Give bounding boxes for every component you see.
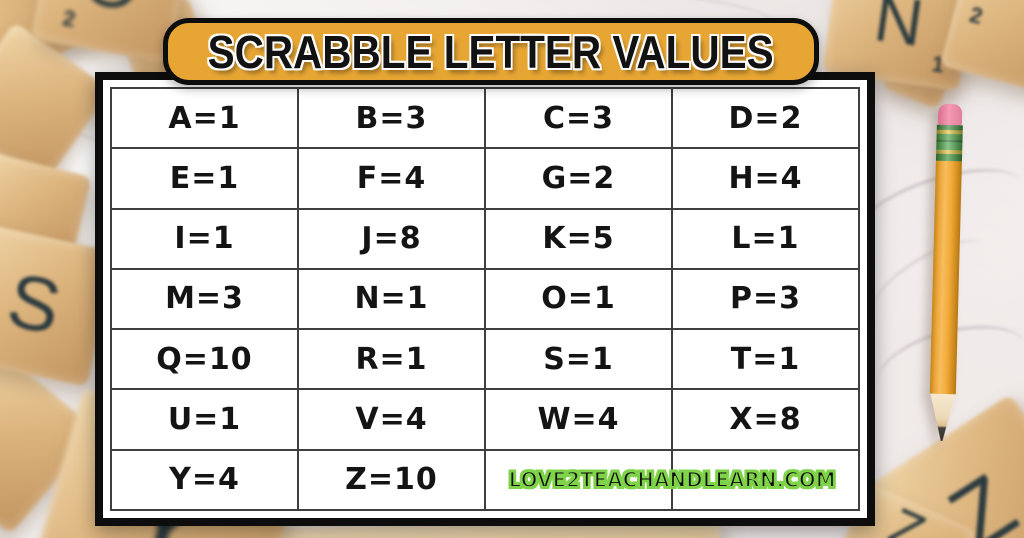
tile-points: 2 (60, 5, 78, 33)
cell-e: E=1 (112, 149, 297, 208)
pencil-tip (929, 394, 956, 443)
cell-a: A=1 (112, 89, 297, 148)
tile-letter: N (870, 0, 928, 60)
cell-y: Y=4 (112, 450, 297, 509)
cell-f: F=4 (299, 149, 484, 208)
cell-d: D=2 (673, 89, 858, 148)
cell-t: T=1 (673, 330, 858, 389)
cell-r: R=1 (299, 330, 484, 389)
cell-h: H=4 (673, 149, 858, 208)
letter-grid: A=1 B=3 C=3 D=2 E=1 F=4 G=2 H=4 I=1 J=8 K=5 L=1 M=3 N… (110, 87, 860, 511)
title-banner: SCRABBLE LETTER VALUES (163, 18, 819, 85)
tile-letter: O (77, 0, 148, 27)
cell-j: J=8 (299, 209, 484, 268)
cell-g: G=2 (486, 149, 671, 208)
cell-k: K=5 (486, 209, 671, 268)
tile-letter: Z (880, 497, 933, 538)
tile-letter: S (0, 257, 68, 352)
cell-n: N=1 (299, 269, 484, 329)
cell-x: X=8 (673, 390, 858, 449)
page-title: SCRABBLE LETTER VALUES (207, 24, 776, 79)
website-url: LOVE2TEACHANDLEARN.COM (508, 467, 837, 493)
cell-m: M=3 (112, 269, 297, 329)
pencil-eraser (937, 103, 963, 126)
cell-u: U=1 (112, 390, 297, 449)
cell-b: B=3 (299, 89, 484, 148)
cell-w: W=4 (486, 390, 671, 449)
values-board: A=1 B=3 C=3 D=2 E=1 F=4 G=2 H=4 I=1 J=8 K=5 L=1 M=3 N… (95, 72, 875, 526)
footer-website-cell: LOVE2TEACHANDLEARN.COM (486, 450, 858, 510)
cell-s: S=1 (486, 330, 671, 389)
cell-i: I=1 (112, 209, 297, 268)
cell-v: V=4 (299, 390, 484, 449)
cell-o: O=1 (486, 269, 671, 329)
cell-l: L=1 (673, 209, 858, 268)
cell-p: P=3 (673, 269, 858, 329)
cell-c: C=3 (486, 89, 671, 148)
cell-z: Z=10 (299, 450, 484, 509)
pencil-ferrule (935, 124, 963, 162)
tile-points: 2 (967, 1, 986, 29)
cell-q: Q=10 (112, 330, 297, 389)
